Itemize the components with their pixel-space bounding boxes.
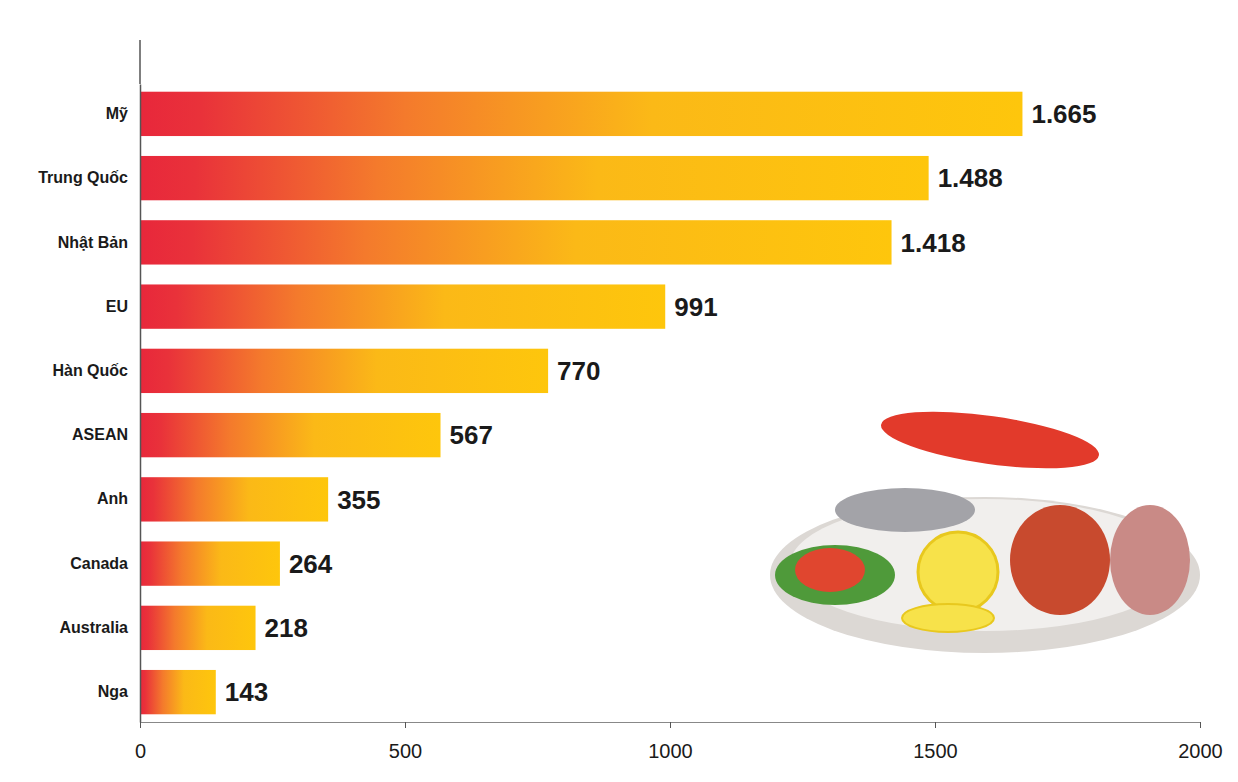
lobster xyxy=(878,401,1103,479)
roe xyxy=(795,548,865,592)
category-label: Australia xyxy=(60,619,129,636)
y-tick: Nga xyxy=(98,683,140,700)
data-label: 355 xyxy=(337,485,380,515)
x-tick-mark xyxy=(935,722,936,728)
y-tick: Australia xyxy=(60,619,140,636)
bar xyxy=(140,413,441,457)
x-tick-label: 500 xyxy=(389,740,422,762)
data-label: 143 xyxy=(225,677,268,707)
y-axis-line xyxy=(140,85,142,723)
crab xyxy=(1010,505,1110,615)
x-tick: 500 xyxy=(389,722,422,762)
category-label: Nga xyxy=(98,683,128,700)
bar xyxy=(140,670,216,714)
chart: 1.665 1.488 1.418 991 770 567 355 264 218 143 Mỹ Tr… xyxy=(0,0,1238,782)
x-tick: 0 xyxy=(135,722,146,762)
x-tick-mark xyxy=(140,722,141,728)
category-label: Anh xyxy=(97,490,128,507)
bar xyxy=(140,156,929,200)
data-labels: 1.665 1.488 1.418 991 770 567 355 264 218 143 xyxy=(225,99,1097,707)
y-tick: Mỹ xyxy=(106,105,140,122)
bar xyxy=(140,220,892,264)
data-label: 1.418 xyxy=(901,228,966,258)
category-label: Hàn Quốc xyxy=(52,362,128,379)
illustration xyxy=(770,401,1200,653)
data-label: 991 xyxy=(674,292,717,322)
category-label: EU xyxy=(106,298,128,315)
y-tick: Hàn Quốc xyxy=(52,362,140,379)
lemon-slice xyxy=(902,604,994,632)
plate xyxy=(770,497,1200,653)
bar xyxy=(140,349,548,393)
bar xyxy=(140,477,328,521)
shrimp xyxy=(835,488,975,532)
bar xyxy=(140,606,256,650)
category-label: Trung Quốc xyxy=(38,169,128,186)
bar xyxy=(140,541,280,585)
y-tick: EU xyxy=(106,298,140,315)
y-tick: Anh xyxy=(97,490,140,507)
y-tick: Canada xyxy=(70,555,140,572)
x-tick-label: 1500 xyxy=(913,740,958,762)
data-label: 264 xyxy=(289,549,333,579)
bars xyxy=(140,92,1022,715)
x-tick: 1500 xyxy=(913,722,958,762)
x-axis-line xyxy=(141,723,1201,729)
x-axis: 0 500 1000 1500 2000 xyxy=(135,722,1223,762)
y-tick: ASEAN xyxy=(72,426,140,443)
x-tick-mark xyxy=(1200,722,1201,728)
data-label: 770 xyxy=(557,356,600,386)
y-axis-line-extension xyxy=(139,40,141,84)
category-label: Nhật Bản xyxy=(58,233,128,250)
data-label: 567 xyxy=(450,420,493,450)
x-tick-mark xyxy=(405,722,406,728)
bar xyxy=(140,92,1022,136)
y-tick: Nhật Bản xyxy=(58,233,140,250)
y-tick: Trung Quốc xyxy=(38,169,140,186)
x-tick-label: 1000 xyxy=(648,740,693,762)
bar xyxy=(140,284,665,328)
x-tick-mark xyxy=(670,722,671,728)
category-label: Canada xyxy=(70,555,128,572)
data-label: 1.665 xyxy=(1031,99,1096,129)
octopus xyxy=(1110,505,1190,615)
data-label: 218 xyxy=(265,613,308,643)
y-axis: Mỹ Trung Quốc Nhật Bản EU Hàn Quốc ASEAN Anh Ca… xyxy=(38,85,140,723)
x-tick: 1000 xyxy=(648,722,693,762)
lemon xyxy=(918,532,998,612)
lettuce xyxy=(775,545,895,605)
x-tick-label: 0 xyxy=(135,740,146,762)
category-label: ASEAN xyxy=(72,426,128,443)
category-label: Mỹ xyxy=(106,105,128,122)
data-label: 1.488 xyxy=(938,163,1003,193)
x-tick: 2000 xyxy=(1178,722,1223,762)
x-tick-label: 2000 xyxy=(1178,740,1223,762)
